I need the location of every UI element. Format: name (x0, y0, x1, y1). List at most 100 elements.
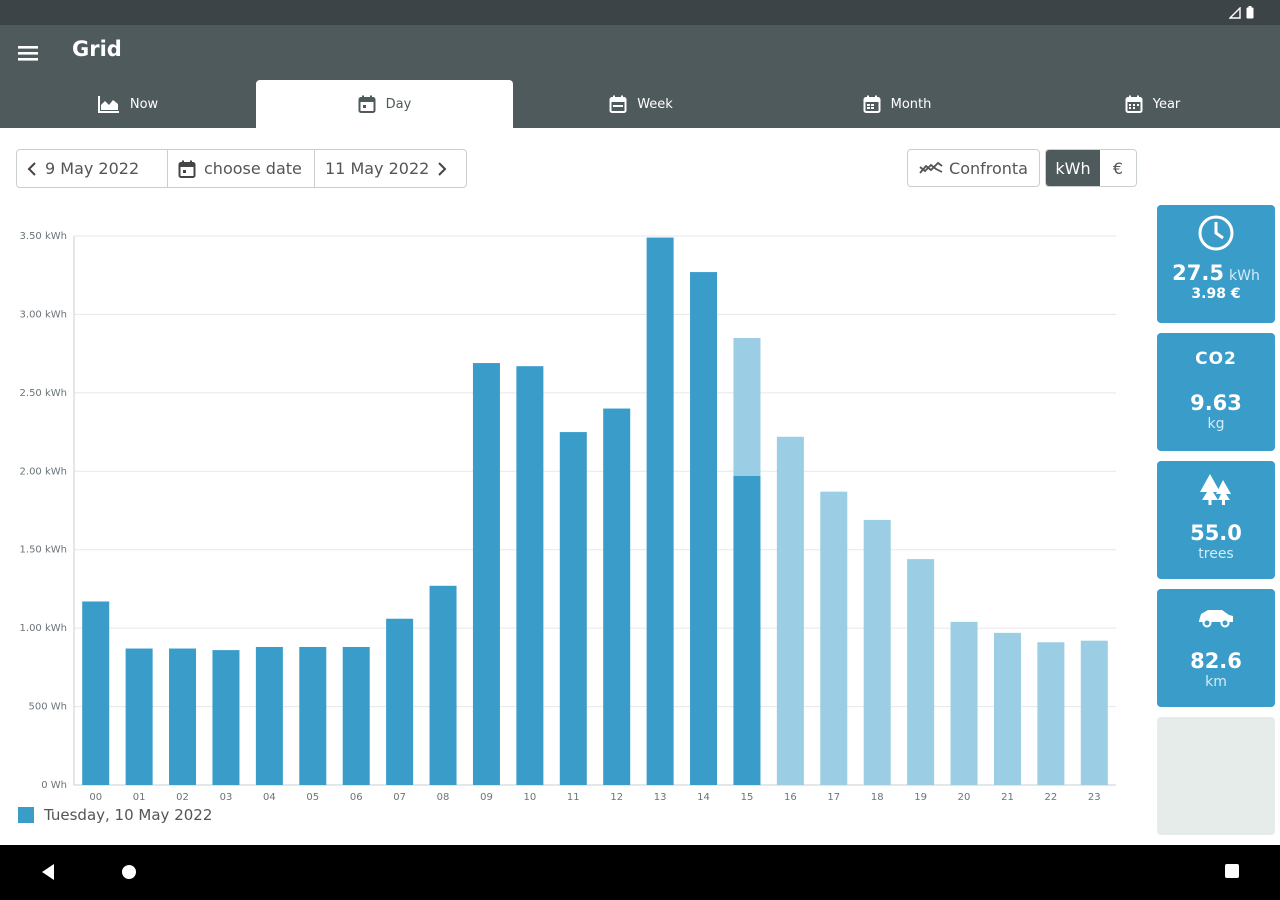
legend-swatch (18, 807, 34, 823)
bar-current (255, 646, 283, 785)
unit-toggle: kWh € (1045, 149, 1137, 187)
x-tick-label: 22 (1045, 792, 1058, 803)
hourly-consumption-chart: 0 Wh 500 Wh 1.00 kWh 1.50 kWh 2.00 kWh 2.50 k… (20, 231, 1116, 803)
co2-unit: kg (1207, 416, 1225, 432)
x-tick-label: 19 (914, 792, 927, 803)
tab-now[interactable]: Now (0, 80, 256, 128)
bar-comparison (993, 632, 1021, 785)
chevron-right-icon (438, 161, 447, 176)
x-tick-label: 10 (524, 792, 537, 803)
previous-day-button[interactable]: 9 May 2022 (17, 150, 168, 187)
area-chart-icon (97, 96, 119, 113)
compare-button[interactable]: Confronta (907, 149, 1040, 187)
bar-current (342, 646, 370, 785)
x-tick-label: 18 (871, 792, 884, 803)
bar-comparison (820, 491, 848, 785)
tab-label: Now (129, 96, 159, 112)
bar-current (646, 237, 674, 785)
chart-legend[interactable]: Tuesday, 10 May 2022 (18, 806, 212, 824)
compare-icon (919, 161, 943, 174)
y-tick-label: 2.00 kWh (20, 466, 67, 477)
y-tick-label: 1.50 kWh (20, 545, 67, 556)
bar-comparison (776, 436, 804, 785)
bar-comparison (1080, 640, 1108, 785)
tab-year[interactable]: Year (1025, 80, 1280, 128)
bar-current (472, 363, 500, 785)
previous-date-label: 9 May 2022 (45, 159, 140, 178)
calendar-icon (358, 95, 376, 113)
choose-date-button[interactable]: choose date (168, 150, 315, 187)
x-tick-label: 05 (306, 792, 319, 803)
x-tick-label: 16 (784, 792, 797, 803)
x-tick-label: 08 (437, 792, 450, 803)
x-tick-label: 15 (741, 792, 754, 803)
bar-comparison (863, 519, 891, 785)
x-tick-label: 14 (697, 792, 710, 803)
date-navigation: 9 May 2022 choose date 11 May 2022 (16, 149, 467, 188)
x-tick-label: 07 (393, 792, 406, 803)
trees-icon (1200, 474, 1231, 505)
y-tick-label: 1.00 kWh (20, 623, 67, 634)
empty-summary-card (1157, 717, 1275, 835)
bar-current (603, 408, 631, 785)
y-tick-label: 3.50 kWh (20, 231, 67, 242)
calendar-icon (1125, 95, 1143, 113)
bar-current (386, 618, 414, 785)
energy-total-unit: kWh (1229, 268, 1260, 284)
x-tick-label: 17 (827, 792, 840, 803)
chevron-left-icon (27, 161, 36, 176)
x-tick-label: 00 (89, 792, 102, 803)
tab-label: Week (637, 96, 673, 112)
y-tick-label: 0 Wh (41, 780, 67, 791)
bar-current (559, 432, 587, 785)
system-nav-bar (0, 845, 1280, 900)
recents-icon[interactable] (1224, 863, 1240, 879)
bar-current (516, 366, 544, 785)
trees-value: 55.0 (1190, 521, 1242, 545)
car-summary-card: 82.6 km (1157, 589, 1275, 707)
bar-current (429, 585, 457, 785)
x-tick-label: 03 (220, 792, 233, 803)
tab-day[interactable]: Day (256, 80, 513, 128)
menu-icon (18, 46, 38, 61)
energy-cost-value: 3.98 € (1191, 286, 1241, 302)
home-icon[interactable] (120, 863, 138, 881)
bar-current (299, 646, 327, 785)
x-tick-label: 01 (133, 792, 146, 803)
unit-kwh-button[interactable]: kWh (1046, 150, 1100, 186)
app-bar: Grid (0, 25, 1280, 80)
x-tick-label: 02 (176, 792, 189, 803)
tab-label: Year (1152, 96, 1181, 112)
co2-value: 9.63 (1190, 391, 1242, 415)
choose-date-label: choose date (204, 159, 302, 178)
legend-label: Tuesday, 10 May 2022 (44, 806, 213, 824)
next-date-label: 11 May 2022 (325, 159, 430, 178)
calendar-icon (863, 95, 881, 113)
menu-button[interactable] (14, 39, 42, 67)
tab-week[interactable]: Week (513, 80, 769, 128)
period-tabs: Now Day Week Month Year (0, 80, 1280, 128)
bar-comparison (950, 621, 978, 785)
energy-total-value: 27.5 (1172, 261, 1224, 285)
status-bar (0, 0, 1280, 25)
co2-icon: CO2 (1195, 349, 1237, 369)
next-day-button[interactable]: 11 May 2022 (315, 150, 466, 187)
x-tick-label: 09 (480, 792, 493, 803)
trees-summary-card: 55.0 trees (1157, 461, 1275, 579)
bar-comparison (1037, 642, 1065, 785)
y-tick-label: 500 Wh (29, 702, 68, 713)
battery-icon (1246, 6, 1254, 19)
calendar-icon (609, 95, 627, 113)
bar-current (82, 601, 110, 785)
compare-label: Confronta (949, 158, 1028, 178)
bar-current (733, 475, 761, 785)
x-tick-label: 13 (654, 792, 667, 803)
x-tick-label: 23 (1088, 792, 1101, 803)
tab-label: Month (890, 96, 932, 112)
energy-summary-card: 27.5 kWh 3.98 € (1157, 205, 1275, 323)
unit-euro-button[interactable]: € (1100, 150, 1136, 186)
tab-month[interactable]: Month (769, 80, 1025, 128)
bar-current (169, 648, 197, 785)
back-icon[interactable] (40, 863, 56, 881)
signal-icon (1229, 6, 1241, 19)
